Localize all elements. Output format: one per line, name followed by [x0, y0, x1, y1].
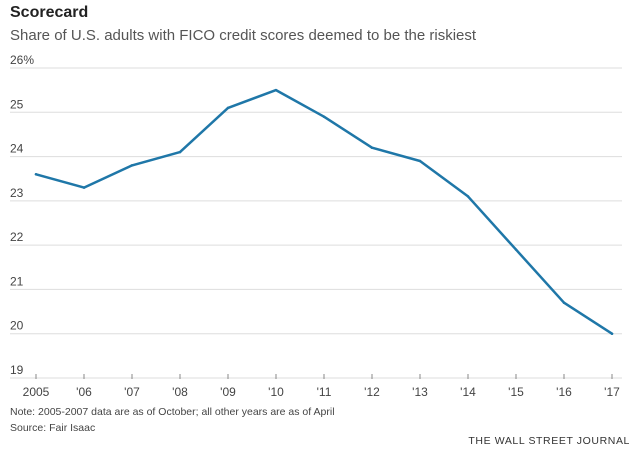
y-tick-label: 21 [10, 274, 24, 288]
x-tick-label: '17 [604, 385, 620, 399]
y-tick-label: 19 [10, 363, 24, 377]
y-tick-label: 20 [10, 319, 24, 333]
x-axis-tick-labels: 2005 '06 '07 '08 '09 '10 '11 '12 '13 '14 '15 '16 '17 [23, 374, 620, 399]
x-tick-label: '06 [76, 385, 92, 399]
gridlines [10, 67, 622, 379]
publisher-brand: THE WALL STREET JOURNAL [468, 435, 630, 447]
x-tick-label: '07 [124, 385, 140, 399]
data-point [130, 164, 134, 167]
x-tick-label: '15 [508, 385, 524, 399]
y-tick-label: 26% [10, 53, 34, 67]
footnote-note: Note: 2005-2007 data are as of October; … [10, 406, 335, 418]
footnote: Note: 2005-2007 data are as of October; … [10, 404, 335, 436]
y-tick-label: 24 [10, 142, 24, 156]
data-point [610, 332, 614, 335]
x-tick-label: '10 [268, 385, 284, 399]
series-layer [34, 88, 614, 335]
x-tick-label: '13 [412, 385, 428, 399]
data-point [178, 150, 182, 154]
data-point [418, 159, 422, 163]
data-point [226, 106, 230, 110]
data-point [514, 248, 518, 251]
chart-title: Scorecard [10, 4, 89, 21]
y-axis-tick-labels: 26% 25 24 23 22 21 20 19 [10, 53, 34, 377]
footnote-source: Source: Fair Isaac [10, 422, 96, 434]
x-tick-label: '09 [220, 385, 236, 399]
x-tick-label: '11 [317, 385, 332, 399]
y-tick-label: 25 [10, 97, 24, 111]
y-tick-label: 23 [10, 186, 24, 200]
x-tick-label: '08 [172, 385, 188, 399]
data-point [562, 301, 566, 304]
data-point [322, 115, 326, 118]
chart-subtitle: Share of U.S. adults with FICO credit sc… [10, 27, 477, 44]
x-tick-label: '14 [460, 385, 476, 399]
data-point [34, 173, 38, 176]
data-point [274, 88, 278, 92]
x-tick-label: 2005 [23, 385, 50, 399]
data-point [466, 195, 470, 198]
data-point [82, 186, 86, 189]
x-tick-label: '12 [364, 385, 380, 399]
x-tick-label: '16 [556, 385, 572, 399]
data-point [370, 146, 374, 149]
series-line [34, 88, 614, 335]
y-tick-label: 22 [10, 230, 24, 244]
